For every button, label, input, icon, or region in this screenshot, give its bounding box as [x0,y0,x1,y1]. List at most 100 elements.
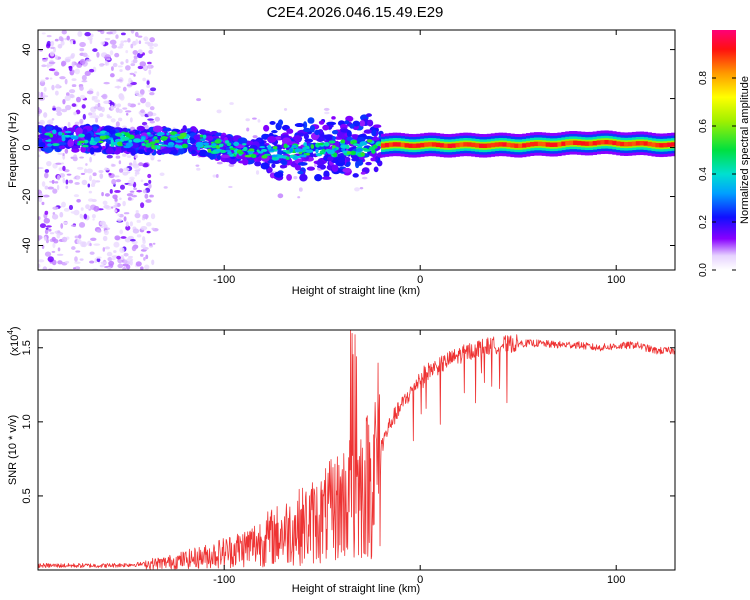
spectrogram-speckle [85,59,92,62]
spectrogram-core [149,141,156,145]
spectrogram-speckle [72,40,76,45]
spectrogram-blob [267,166,273,173]
spectrogram-speckle [298,187,303,192]
spectrogram-speckle [130,30,135,34]
spectrogram-speckle [277,193,284,199]
spectrogram-speckle [130,239,136,242]
spectrogram-speckle [119,69,123,72]
spectrogram-speckle [51,118,55,121]
spectrogram-speckle [96,91,100,97]
spectrogram-core [267,144,272,150]
spectrogram-speckle [107,257,113,262]
spectrogram-ridge-cell [545,142,550,147]
spectrogram-ridge-cell [475,143,480,148]
spectrogram-speckle [137,65,144,70]
spectrogram-core [167,141,175,147]
spectrogram-blob [371,129,377,137]
spectrogram-y-label: Frequency (Hz) [7,112,19,188]
spectrogram-speckle [82,52,88,58]
spectrogram-speckle [149,91,155,96]
spectrogram-speckle [38,108,43,114]
spectrogram-ridge-cell [620,141,625,147]
spectrogram-speckle [68,66,73,72]
spectrogram-core [247,150,254,155]
spectrogram-speckle [88,208,92,211]
spectrogram-speckle [73,111,77,116]
spectrogram-speckle [129,117,133,123]
spectrogram-speckle [140,226,148,231]
spectrogram-speckle [78,222,86,228]
spectrogram-blob [342,167,352,173]
spectrogram-speckle [89,251,95,255]
spectrogram-speckle [106,31,114,35]
spectrogram-speckle [151,259,155,266]
spectrogram-speckle [44,229,49,235]
spectrogram-blob [137,149,146,155]
spectrogram-panel: -100 0 100 -40 -20 0 20 40 Height of straight … [7,29,676,297]
spectrogram-speckle [139,253,144,257]
spectrogram-ridge-cell [522,143,527,148]
spectrogram-speckle [96,258,101,263]
spectrogram-blob [293,135,302,141]
spectrogram-speckle [123,167,130,172]
spectrogram-blob [321,176,332,180]
spectrogram-speckle [196,167,201,171]
spectrogram-speckle [61,62,66,67]
spectrogram-speckle [150,157,155,161]
spectrogram-speckle [111,164,116,167]
spectrogram-core [260,148,268,152]
spectrogram-core [187,139,191,144]
spectrogram-speckle [48,68,56,72]
spectrogram-speckle [109,188,113,194]
spectrogram-core [61,134,66,139]
spectrogram-speckle [76,176,81,180]
spectrogram-ridge-cell [471,142,476,148]
snr-y-tick-label: 0.5 [21,488,33,503]
spectrogram-speckle [107,266,112,270]
spectrogram-ridge-cell [381,143,386,148]
spectrogram-speckle [104,193,110,197]
spectrogram-speckle [144,124,149,131]
spectrogram-ridge-cell [627,141,633,147]
spectrogram-speckle [103,81,110,85]
spectrogram-speckle [104,60,108,66]
spectrogram-speckle [38,259,45,263]
spectrogram-core [93,136,101,142]
spectrogram-ridge-cell [502,142,507,147]
spectrogram-ridge-cell [577,140,582,146]
spectrogram-speckle [95,117,99,123]
spectrogram-speckle [126,155,132,158]
spectrogram-speckle [98,169,104,174]
spectrogram-ridge-cell [443,143,449,148]
spectrogram-core [199,134,204,138]
spectrogram-speckle [38,91,41,97]
spectrogram-speckle [103,56,111,59]
spectrogram-speckle [117,218,123,222]
spectrogram-ridge-cell [635,141,641,146]
spectrogram-speckle [196,98,202,102]
spectrogram-speckle [130,63,136,67]
spectrogram-speckle [56,232,61,239]
spectrogram-speckle [38,197,43,203]
spectrogram-speckle [61,201,66,208]
spectrogram-speckle [64,78,68,85]
spectrogram-speckle [147,42,154,47]
spectrogram-x-tick-label: 100 [607,274,625,286]
spectrogram-core [78,140,86,144]
spectrogram-speckle [39,223,47,229]
colorbar-label: Normalized spectral amplitude [739,76,750,224]
spectrogram-speckle [140,179,144,183]
spectrogram-speckle [57,152,64,155]
spectrogram-blob [349,123,355,129]
spectrogram-core [110,139,114,144]
spectrogram-ridge-cell [486,143,492,148]
spectrogram-speckle [134,212,141,219]
spectrogram-x-tick-label: -100 [213,274,235,286]
spectrogram-speckle [74,181,80,185]
spectrogram-speckle [44,169,50,173]
spectrogram-speckle [71,69,75,74]
spectrogram-ridge-cell [463,142,468,147]
spectrogram-speckle [86,90,94,95]
spectrogram-speckle [101,192,104,197]
spectrogram-speckle [148,69,152,75]
